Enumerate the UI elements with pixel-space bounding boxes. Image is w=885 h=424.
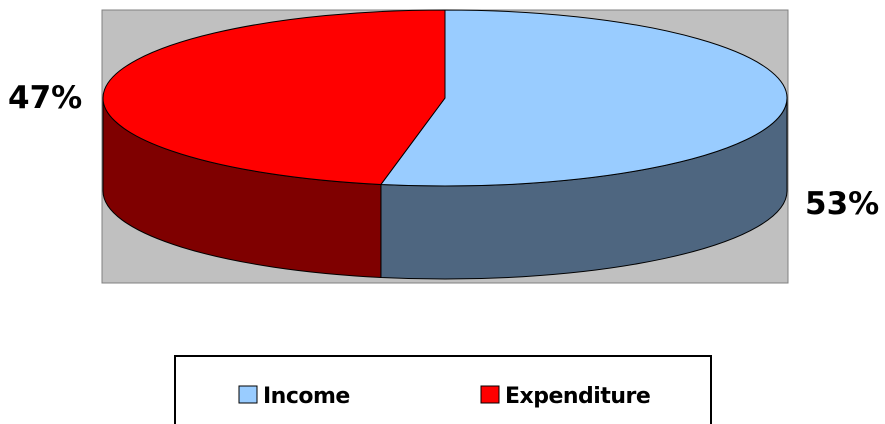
pie-slice-expenditure: [102, 9, 446, 185]
legend-label-expenditure: Expenditure: [505, 384, 650, 409]
legend-swatch-income: [238, 385, 258, 404]
legend-label-income: Income: [263, 384, 350, 409]
legend-box: [174, 355, 712, 424]
legend: Income Expenditure: [174, 355, 712, 424]
data-label-income: 53%: [805, 186, 879, 222]
pie-slice-income: [379, 9, 788, 187]
data-label-expenditure: 47%: [8, 80, 82, 116]
pie-group: [102, 9, 788, 280]
legend-swatch-expenditure: [480, 385, 500, 404]
